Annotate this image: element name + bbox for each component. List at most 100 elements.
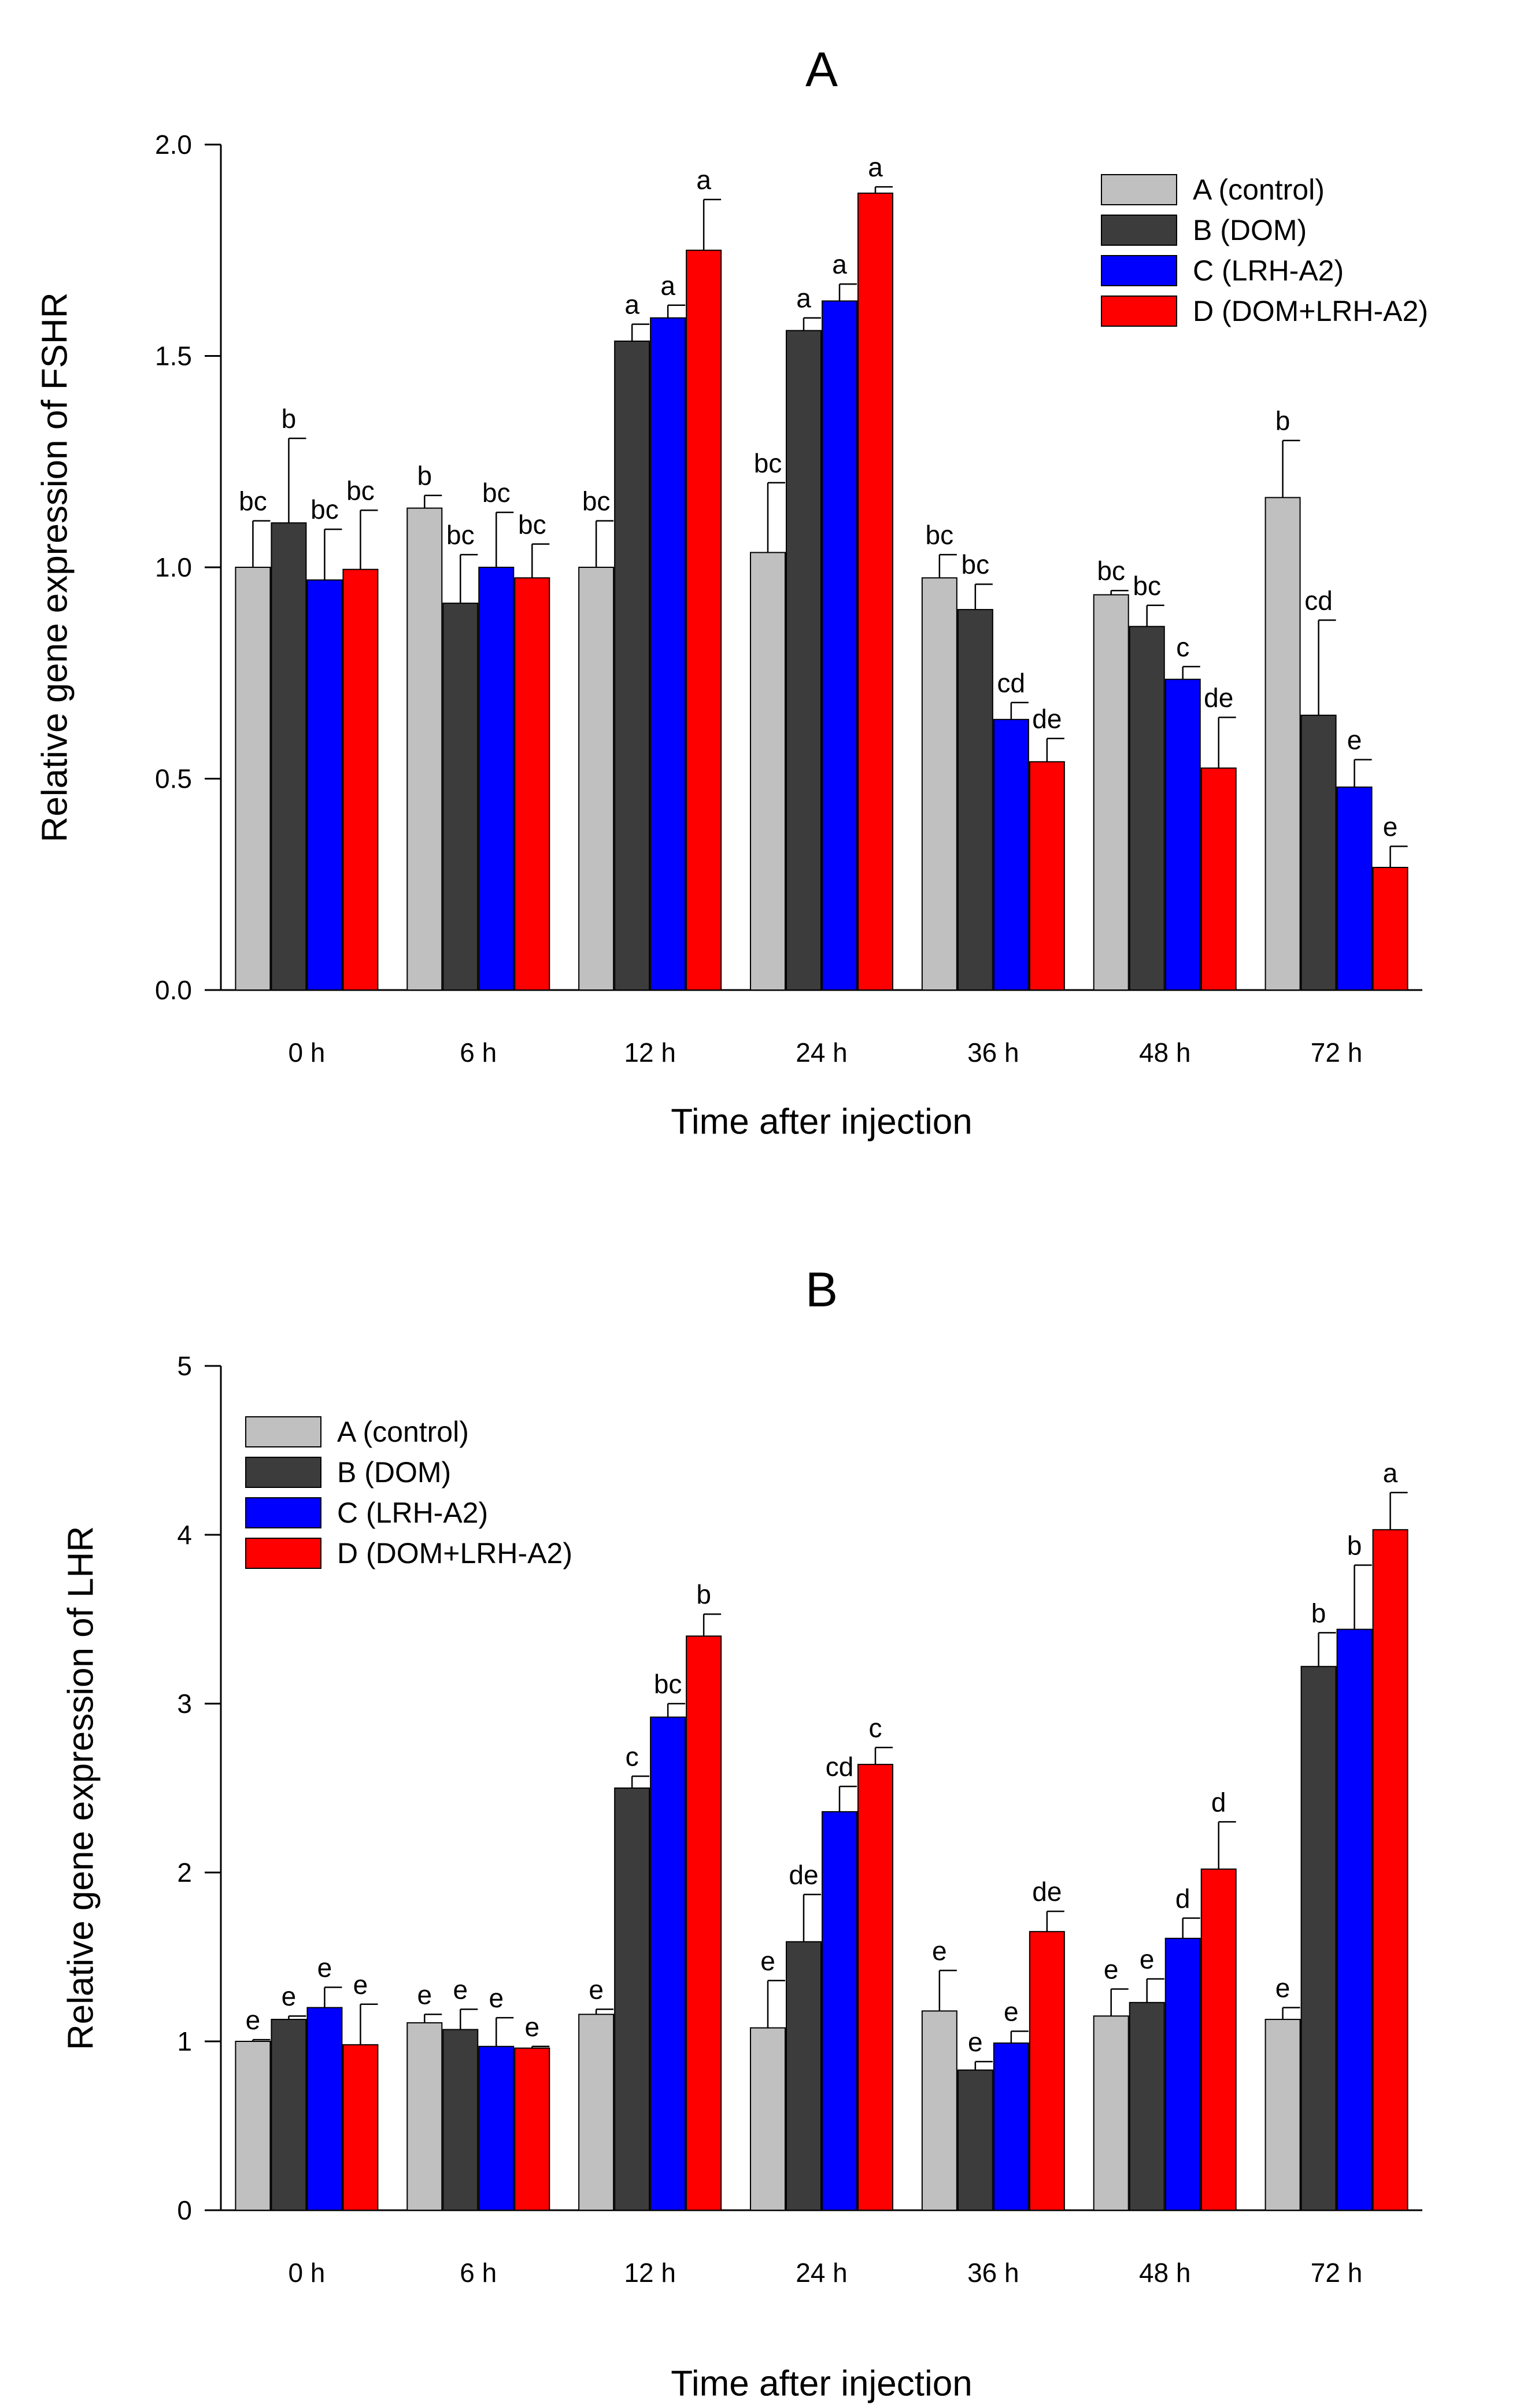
bar	[342, 568, 379, 991]
significance-letter: de	[1032, 704, 1062, 734]
significance-letter: bc	[518, 509, 546, 540]
bar	[514, 577, 550, 991]
bar	[614, 340, 650, 991]
y-tick-label: 5	[177, 1351, 192, 1381]
significance-letter: a	[660, 271, 675, 301]
legend-swatch	[245, 1416, 321, 1447]
bar	[857, 193, 893, 991]
bar	[786, 330, 822, 991]
significance-letter: e	[968, 2027, 983, 2057]
bar	[1164, 1937, 1201, 2211]
significance-letter: e	[282, 1981, 297, 2011]
significance-letter: e	[317, 1953, 332, 1983]
chart-title: A	[805, 42, 838, 97]
bar	[442, 603, 479, 991]
x-tick-label: 0 h	[288, 1037, 325, 1068]
bar	[921, 577, 957, 991]
x-tick-label: 24 h	[796, 2258, 848, 2288]
significance-letter: cd	[826, 1752, 854, 1782]
x-tick-label: 6 h	[460, 2258, 497, 2288]
y-tick-label: 0.0	[155, 975, 192, 1005]
bar	[1264, 2019, 1301, 2211]
significance-letter: e	[589, 1975, 604, 2005]
bar	[1336, 1628, 1373, 2211]
significance-letter: bc	[1097, 556, 1125, 586]
bar	[235, 2041, 271, 2211]
y-tick-label: 4	[177, 1520, 192, 1550]
legend-swatch	[1101, 174, 1177, 205]
legend: A (control) B (DOM) C (LRH-A2) D (DOM+LRH-A…	[245, 1416, 572, 1569]
bar	[650, 1716, 686, 2211]
bar	[1029, 761, 1065, 991]
bar	[406, 507, 443, 991]
bar	[406, 2022, 443, 2211]
significance-letter: bc	[962, 549, 990, 579]
significance-letter: e	[246, 2005, 261, 2035]
y-tick-label: 1.0	[155, 552, 192, 582]
significance-letter: d	[1175, 1883, 1190, 1914]
significance-letter: e	[1004, 1996, 1019, 2026]
x-axis-label: Time after injection	[671, 2364, 972, 2404]
bar	[306, 2007, 343, 2211]
x-tick-label: 72 h	[1311, 2258, 1363, 2288]
significance-letter: bc	[346, 475, 375, 505]
significance-letter: e	[453, 1975, 468, 2005]
bar	[686, 1635, 722, 2211]
chart-panel-a: A 0.0 0.5 1.0 1.5 2.0 Relative gene expression…	[35, 42, 1428, 1142]
bar	[614, 1787, 650, 2211]
bar	[578, 2014, 615, 2211]
bar	[578, 567, 615, 991]
bar	[957, 609, 993, 991]
significance-letter: d	[1211, 1787, 1226, 1817]
legend-label: D (DOM+LRH-A2)	[337, 1537, 572, 1569]
significance-letter: bc	[482, 478, 511, 508]
significance-letter: e	[353, 1970, 368, 2000]
legend-label: C (LRH-A2)	[337, 1497, 488, 1529]
bar	[993, 719, 1029, 991]
bar	[957, 2069, 993, 2211]
bar	[1300, 1665, 1337, 2211]
bar	[857, 1764, 893, 2211]
y-tick-label: 0	[177, 2195, 192, 2225]
y-tick-label: 1	[177, 2026, 192, 2056]
bar	[235, 567, 271, 991]
significance-letter: cd	[997, 668, 1026, 698]
significance-letter: de	[1032, 1877, 1062, 1907]
significance-letter: b	[282, 404, 297, 434]
bar	[1129, 626, 1165, 991]
bar	[686, 249, 722, 991]
significance-letter: bc	[754, 448, 782, 478]
bar	[1029, 1931, 1065, 2211]
significance-letter: c	[869, 1713, 882, 1743]
bar	[650, 317, 686, 991]
y-axis-label: Relative gene expression of LHR	[61, 1526, 101, 2050]
significance-letter: de	[789, 1860, 818, 1890]
significance-letter: e	[417, 1979, 432, 2010]
bar	[1372, 1529, 1408, 2211]
bar	[993, 2042, 1029, 2211]
y-tick-label: 2	[177, 1857, 192, 1888]
significance-letter: c	[1176, 632, 1189, 662]
bar	[1372, 867, 1408, 991]
bar	[1200, 1868, 1237, 2211]
x-tick-label: 0 h	[288, 2258, 325, 2288]
legend-label: A (control)	[1193, 173, 1325, 206]
significance-letter: e	[760, 1946, 775, 1976]
significance-letter: bc	[582, 486, 611, 516]
bar	[786, 1941, 822, 2211]
y-axis-label: Relative gene expression of FSHR	[35, 292, 75, 842]
bar	[442, 2029, 479, 2211]
significance-letter: a	[696, 165, 711, 195]
significance-letter: bc	[310, 494, 339, 525]
legend-label: B (DOM)	[1193, 214, 1307, 246]
x-tick-label: 24 h	[796, 1037, 848, 1068]
x-tick-label: 72 h	[1311, 1037, 1363, 1068]
legend-swatch	[1101, 215, 1177, 246]
legend-label: B (DOM)	[337, 1456, 451, 1489]
legend-swatch	[1101, 255, 1177, 286]
significance-letter: a	[1383, 1458, 1398, 1488]
bar	[514, 2047, 550, 2211]
bar	[822, 1811, 857, 2211]
bar	[1300, 714, 1337, 991]
